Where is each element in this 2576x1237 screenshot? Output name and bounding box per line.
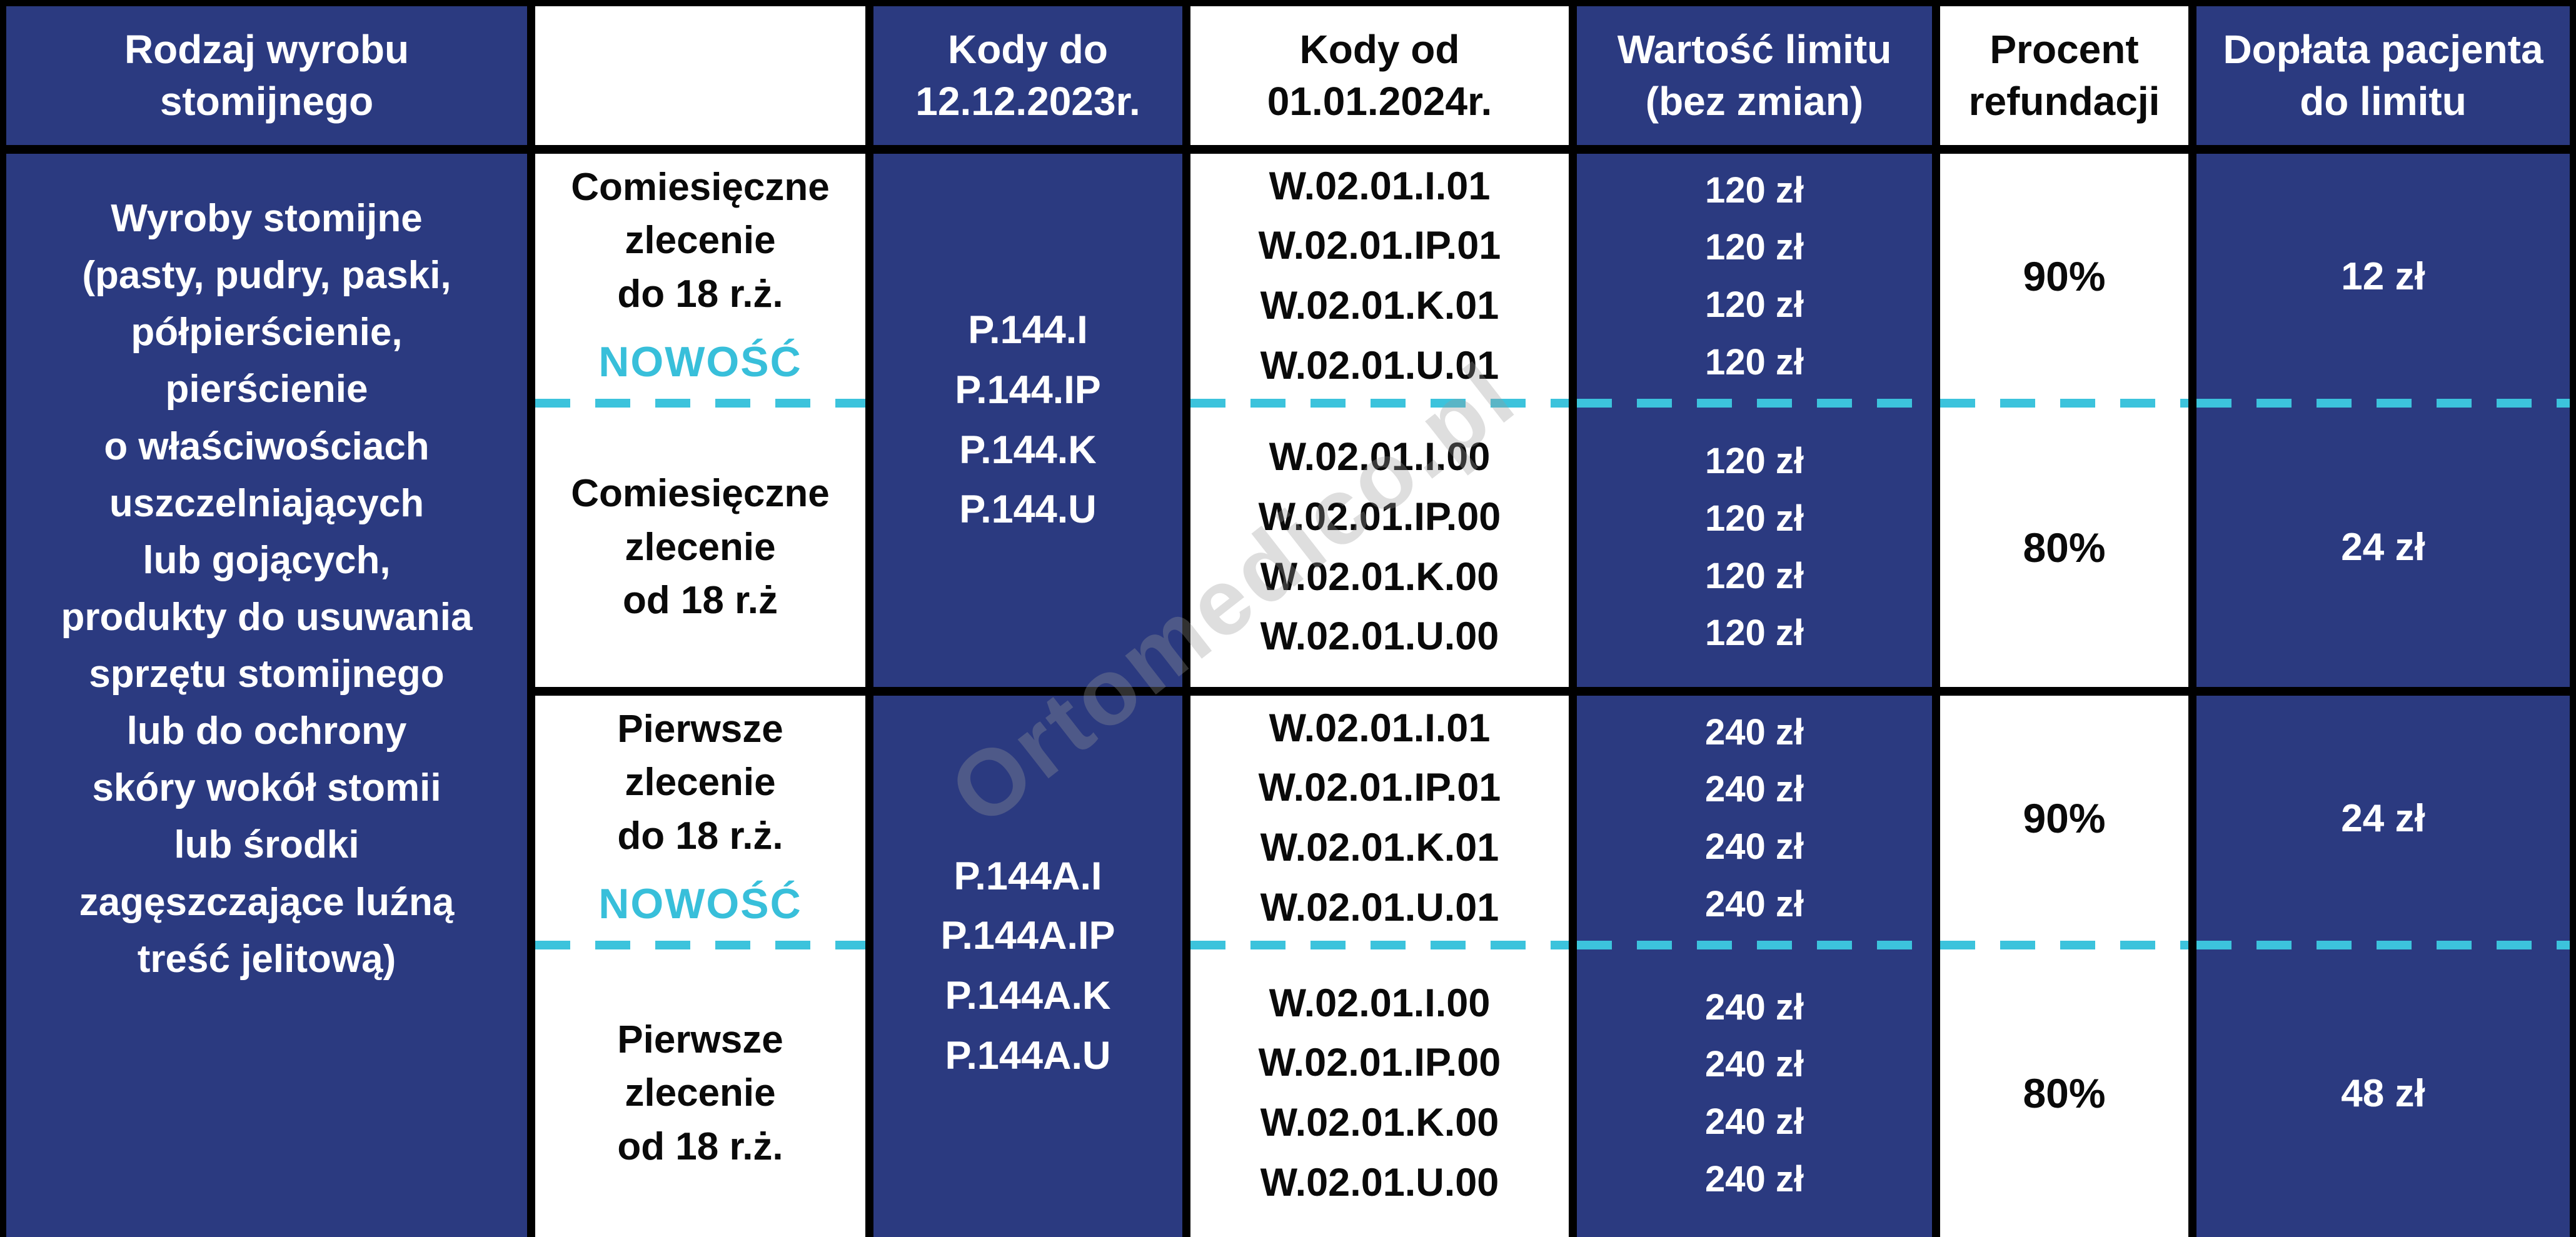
reimbursement-table: Rodzaj wyrobu stomijnego Kody do 12.12.2… (6, 6, 2570, 1237)
header-codes-until: Kody do 12.12.2023r. (873, 6, 1182, 145)
product-description-cell: Wyroby stomijne (pasty, pudry, paski, pó… (6, 154, 527, 1237)
order-type-cell-first-under18: Pierwsze zlecenie do 18 r.ż. NOWOŚĆ (535, 696, 865, 941)
copay-cell-g2-r2: 48 zł (2196, 949, 2570, 1237)
refund-cell-g1-r2: 80% (1940, 408, 2188, 687)
dashed-separator (535, 941, 865, 949)
dashed-separator (1577, 941, 1932, 949)
header-divider (6, 145, 2570, 154)
header-empty (535, 6, 865, 145)
header-patient-copay: Dopłata pacjenta do limitu (2196, 6, 2570, 145)
header-codes-from: Kody od 01.01.2024r. (1190, 6, 1569, 145)
copay-cell-g1-r1: 12 zł (2196, 154, 2570, 399)
group-divider (535, 687, 2570, 696)
copay-cell-g1-r2: 24 zł (2196, 408, 2570, 687)
limit-cell-g1-r1: 120 zł 120 zł 120 zł 120 zł (1577, 154, 1932, 399)
new-codes-cell-g1-r2: W.02.01.I.00 W.02.01.IP.00 W.02.01.K.00 … (1190, 408, 1569, 687)
dashed-separator (2196, 941, 2570, 949)
dashed-separator (1940, 941, 2188, 949)
limit-cell-g1-r2: 120 zł 120 zł 120 zł 120 zł (1577, 408, 1932, 687)
refund-cell-g2-r2: 80% (1940, 949, 2188, 1237)
header-refund-percent: Procent refundacji (1940, 6, 2188, 145)
dashed-separator (1190, 399, 1569, 408)
header-limit-value: Wartość limitu (bez zmian) (1577, 6, 1932, 145)
order-type-label: Comiesięczne zlecenie do 18 r.ż. (571, 165, 830, 316)
old-codes-cell-group2: P.144A.I P.144A.IP P.144A.K P.144A.U (873, 696, 1182, 1237)
order-type-cell-first-over18: Pierwsze zlecenie od 18 r.ż. (535, 949, 865, 1237)
order-type-cell-monthly-under18: Comiesięczne zlecenie do 18 r.ż. NOWOŚĆ (535, 154, 865, 399)
new-codes-cell-g2-r1: W.02.01.I.01 W.02.01.IP.01 W.02.01.K.01 … (1190, 696, 1569, 941)
new-codes-cell-g2-r2: W.02.01.I.00 W.02.01.IP.00 W.02.01.K.00 … (1190, 949, 1569, 1237)
new-badge: NOWOŚĆ (598, 338, 802, 386)
dashed-separator (1190, 941, 1569, 949)
order-type-cell-monthly-over18: Comiesięczne zlecenie od 18 r.ż (535, 408, 865, 687)
dashed-separator (1940, 399, 2188, 408)
dashed-separator (535, 399, 865, 408)
new-codes-cell-g1-r1: W.02.01.I.01 W.02.01.IP.01 W.02.01.K.01 … (1190, 154, 1569, 399)
refund-cell-g2-r1: 90% (1940, 696, 2188, 941)
limit-cell-g2-r2: 240 zł 240 zł 240 zł 240 zł (1577, 949, 1932, 1237)
old-codes-cell-group1: P.144.I P.144.IP P.144.K P.144.U (873, 154, 1182, 687)
header-product-type: Rodzaj wyrobu stomijnego (6, 6, 527, 145)
order-type-label: Pierwsze zlecenie do 18 r.ż. (617, 707, 783, 858)
limit-cell-g2-r1: 240 zł 240 zł 240 zł 240 zł (1577, 696, 1932, 941)
copay-cell-g2-r1: 24 zł (2196, 696, 2570, 941)
new-badge: NOWOŚĆ (598, 880, 802, 928)
dashed-separator (2196, 399, 2570, 408)
dashed-separator (1577, 399, 1932, 408)
refund-cell-g1-r1: 90% (1940, 154, 2188, 399)
